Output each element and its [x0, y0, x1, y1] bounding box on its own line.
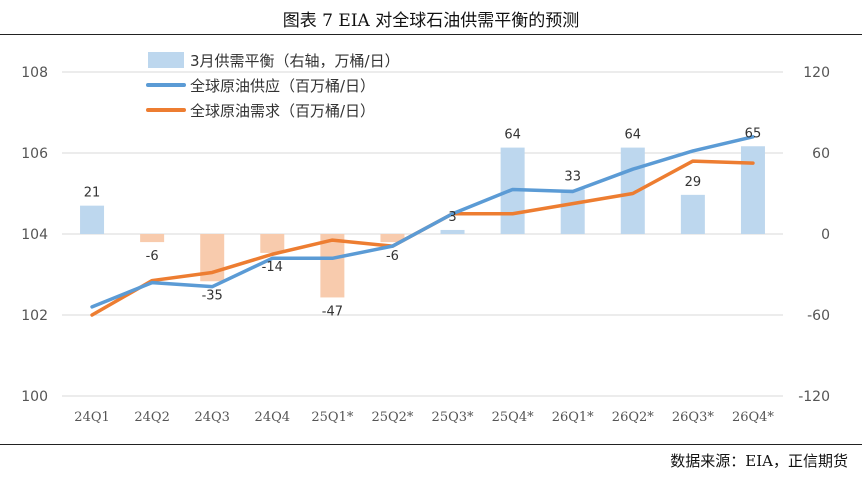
x-axis-tick-label: 25Q3*: [432, 410, 474, 425]
legend-entry: 全球原油需求（百万桶/日）: [190, 102, 375, 120]
bar-value-label: 33: [564, 169, 581, 184]
right-axis-tick-label: -120: [798, 389, 830, 405]
data-labels: 21 -6 -35 -14 -47 -6 3 64 33 64 29 65: [84, 126, 761, 319]
right-axis-tick-label: -60: [807, 308, 830, 324]
x-axis-tick-label: 25Q1*: [311, 410, 353, 425]
left-axis-tick-label: 102: [21, 308, 48, 324]
bar-value-label: -6: [146, 249, 159, 264]
x-axis-tick-label: 24Q3: [194, 410, 229, 425]
source-note: 数据来源：EIA，正信期货: [670, 452, 848, 470]
series-lines: [90, 135, 755, 317]
x-axis-tick-label: 26Q1*: [552, 410, 594, 425]
x-axis-tick-label: 26Q3*: [672, 410, 714, 425]
legend: 3月供需平衡（右轴，万桶/日） 全球原油供应（百万桶/日） 全球原油需求（百万桶/日…: [146, 52, 400, 120]
x-axis-tick-label: 26Q4*: [732, 410, 774, 425]
balance-bar: [740, 146, 765, 234]
left-axis-tick-label: 108: [21, 65, 48, 81]
supply-line: [90, 135, 755, 309]
right-axis-tick-label: 120: [803, 65, 830, 81]
left-axis-tick-label: 106: [21, 146, 48, 162]
balance-bar: [140, 234, 165, 243]
x-axis-tick-label: 24Q2: [134, 410, 169, 425]
balance-bar: [560, 189, 585, 234]
gridlines: [62, 71, 783, 397]
axis-ticks: 100 102 104 106 108 -120 -60 0 60 120 24Q1 24Q2 24Q3…: [21, 65, 830, 425]
bar-value-label: -14: [262, 260, 283, 275]
bar-value-label: -47: [322, 304, 343, 319]
bar-value-label: 65: [745, 126, 762, 141]
x-axis-tick-label: 26Q2*: [612, 410, 654, 425]
figure-title: 图表 7 EIA 对全球石油供需平衡的预测: [282, 11, 580, 31]
bar-value-label: -35: [202, 288, 223, 303]
balance-bar: [80, 205, 105, 234]
x-axis-tick-label: 25Q2*: [371, 410, 413, 425]
right-axis-tick-label: 60: [812, 146, 830, 162]
bar-value-label: -6: [386, 249, 399, 264]
legend-entry: 3月供需平衡（右轴，万桶/日）: [190, 52, 400, 70]
balance-bar: [440, 229, 465, 234]
right-axis-tick-label: 0: [821, 227, 830, 243]
balance-bar: [260, 234, 285, 253]
left-axis-tick-label: 100: [21, 389, 48, 405]
top-rule: [0, 34, 862, 35]
bar-value-label: 3: [448, 210, 456, 225]
bar-value-label: 21: [84, 186, 101, 201]
bottom-rule: [0, 444, 862, 445]
left-axis-tick-label: 104: [21, 227, 48, 243]
bar-value-label: 64: [504, 128, 521, 143]
x-axis-tick-label: 24Q4: [255, 410, 290, 425]
legend-entry: 全球原油供应（百万桶/日）: [190, 77, 375, 95]
demand-line: [90, 159, 755, 317]
balance-bar: [320, 234, 345, 298]
balance-bar: [380, 234, 405, 243]
bar-value-label: 64: [625, 128, 642, 143]
x-axis-tick-label: 25Q4*: [492, 410, 534, 425]
legend-swatch-bar: [148, 52, 184, 68]
balance-bar: [680, 194, 705, 234]
bar-value-label: 29: [685, 175, 702, 190]
x-axis-tick-label: 24Q1: [74, 410, 109, 425]
